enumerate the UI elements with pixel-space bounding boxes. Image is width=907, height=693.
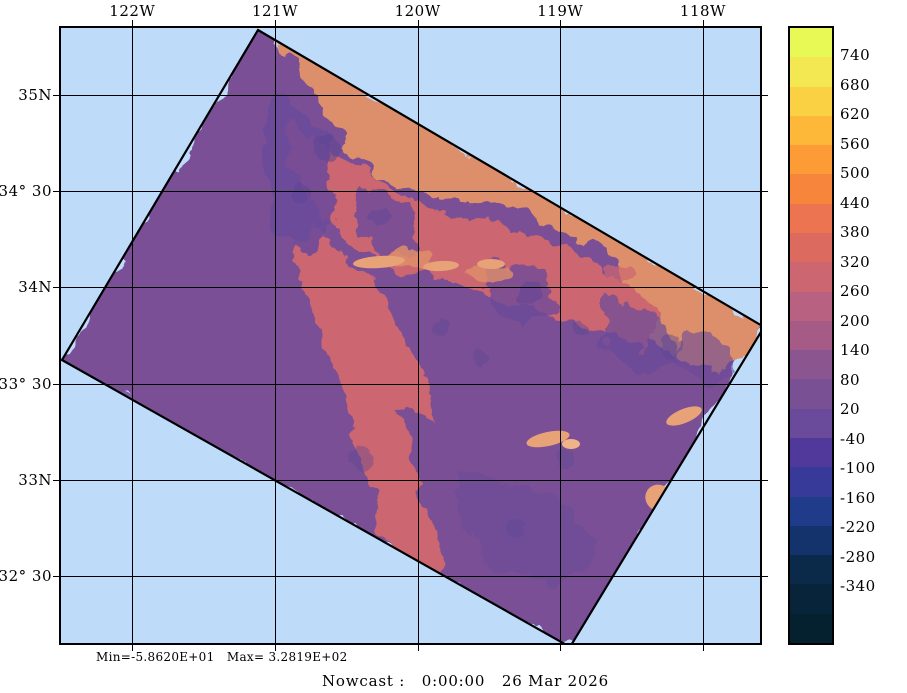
longitude-tick bbox=[560, 20, 562, 26]
colorbar-band bbox=[790, 555, 832, 585]
map-plot-area[interactable] bbox=[59, 26, 762, 645]
colorbar-label: 200 bbox=[840, 311, 871, 330]
parallel-line bbox=[61, 95, 760, 97]
latitude-tick bbox=[762, 95, 768, 97]
latitude-label: 34N bbox=[18, 278, 52, 297]
parallel-line bbox=[61, 575, 760, 577]
longitude-tick bbox=[274, 645, 276, 651]
colorbar-label: 620 bbox=[840, 105, 871, 124]
colorbar-band bbox=[790, 496, 832, 526]
colorbar-band bbox=[790, 232, 832, 263]
parallel-line bbox=[61, 383, 760, 385]
latitude-label: 35N bbox=[18, 86, 52, 105]
colorbar bbox=[788, 26, 834, 645]
terrain-field bbox=[61, 28, 760, 643]
latitude-label: 33° 30 bbox=[0, 374, 52, 393]
colorbar-label: 80 bbox=[840, 370, 861, 389]
nowcast-caption: Nowcast : 0:00:00 26 Mar 2026 bbox=[322, 672, 609, 690]
colorbar-label: -280 bbox=[840, 547, 876, 566]
colorbar-band bbox=[790, 525, 832, 556]
latitude-axis: 35N 34° 30 34N 33° 30 33N 32° 30 bbox=[0, 0, 52, 693]
colorbar-band bbox=[790, 467, 832, 497]
longitude-tick bbox=[560, 645, 562, 651]
latitude-label: 32° 30 bbox=[0, 566, 52, 585]
latitude-tick bbox=[53, 95, 59, 97]
latitude-label: 34° 30 bbox=[0, 182, 52, 201]
meridian-line bbox=[274, 28, 276, 643]
longitude-label: 118W bbox=[679, 2, 726, 20]
colorbar-label: -220 bbox=[840, 518, 876, 537]
longitude-label: 121W bbox=[251, 2, 298, 20]
colorbar-band bbox=[790, 174, 832, 204]
colorbar-band bbox=[790, 437, 832, 468]
model-domain-outline bbox=[61, 28, 760, 643]
colorbar-band bbox=[790, 86, 832, 116]
latitude-tick bbox=[762, 575, 768, 577]
latitude-tick bbox=[762, 287, 768, 289]
longitude-label: 122W bbox=[109, 2, 156, 20]
parallel-line bbox=[61, 287, 760, 289]
latitude-tick bbox=[53, 191, 59, 193]
colorbar-label: 500 bbox=[840, 164, 871, 183]
colorbar-band bbox=[790, 28, 832, 58]
colorbar-band bbox=[790, 320, 832, 351]
latitude-tick bbox=[53, 575, 59, 577]
colorbar-band bbox=[790, 262, 832, 292]
colorbar-gradient bbox=[788, 26, 834, 645]
latitude-tick bbox=[53, 287, 59, 289]
longitude-tick bbox=[702, 645, 704, 651]
map-canvas bbox=[61, 28, 760, 643]
longitude-label: 120W bbox=[394, 2, 441, 20]
meridian-line bbox=[132, 28, 134, 643]
colorbar-label: 560 bbox=[840, 134, 871, 153]
longitude-tick bbox=[417, 645, 419, 651]
parallel-line bbox=[61, 479, 760, 481]
colorbar-band bbox=[790, 203, 832, 233]
latitude-tick bbox=[53, 479, 59, 481]
latitude-tick bbox=[762, 191, 768, 193]
colorbar-label: 740 bbox=[840, 46, 871, 65]
longitude-tick bbox=[702, 20, 704, 26]
colorbar-label: -160 bbox=[840, 488, 876, 507]
colorbar-label: 440 bbox=[840, 193, 871, 212]
colorbar-label: 20 bbox=[840, 400, 861, 419]
colorbar-label: 320 bbox=[840, 252, 871, 271]
colorbar-label: 260 bbox=[840, 282, 871, 301]
colorbar-band bbox=[790, 115, 832, 146]
colorbar-label: -100 bbox=[840, 459, 876, 478]
colorbar-band bbox=[790, 408, 832, 438]
colorbar-label: 140 bbox=[840, 341, 871, 360]
meridian-line bbox=[417, 28, 419, 643]
meridian-line bbox=[702, 28, 704, 643]
colorbar-label: 380 bbox=[840, 223, 871, 242]
longitude-tick bbox=[417, 20, 419, 26]
colorbar-band bbox=[790, 57, 832, 87]
colorbar-band bbox=[790, 584, 832, 614]
longitude-tick bbox=[132, 645, 134, 651]
latitude-tick bbox=[762, 479, 768, 481]
colorbar-label: -40 bbox=[840, 429, 866, 448]
latitude-label: 33N bbox=[18, 470, 52, 489]
colorbar-label: 680 bbox=[840, 75, 871, 94]
meridian-line bbox=[560, 28, 562, 643]
latitude-tick bbox=[53, 383, 59, 385]
parallel-line bbox=[61, 191, 760, 193]
colorbar-band bbox=[790, 613, 832, 643]
longitude-tick bbox=[274, 20, 276, 26]
latitude-tick bbox=[762, 383, 768, 385]
colorbar-tick-labels: 740 680 620 560 500 440 380 320 260 200 140 80 20 -40… bbox=[840, 26, 907, 645]
colorbar-band bbox=[790, 291, 832, 321]
min-max-annotation: Min=-5.8620E+01 Max= 3.2819E+02 bbox=[96, 650, 348, 664]
colorbar-band bbox=[790, 145, 832, 175]
longitude-tick bbox=[132, 20, 134, 26]
colorbar-band bbox=[790, 379, 832, 409]
colorbar-band bbox=[790, 350, 832, 380]
longitude-label: 119W bbox=[537, 2, 584, 20]
colorbar-label: -340 bbox=[840, 577, 876, 596]
